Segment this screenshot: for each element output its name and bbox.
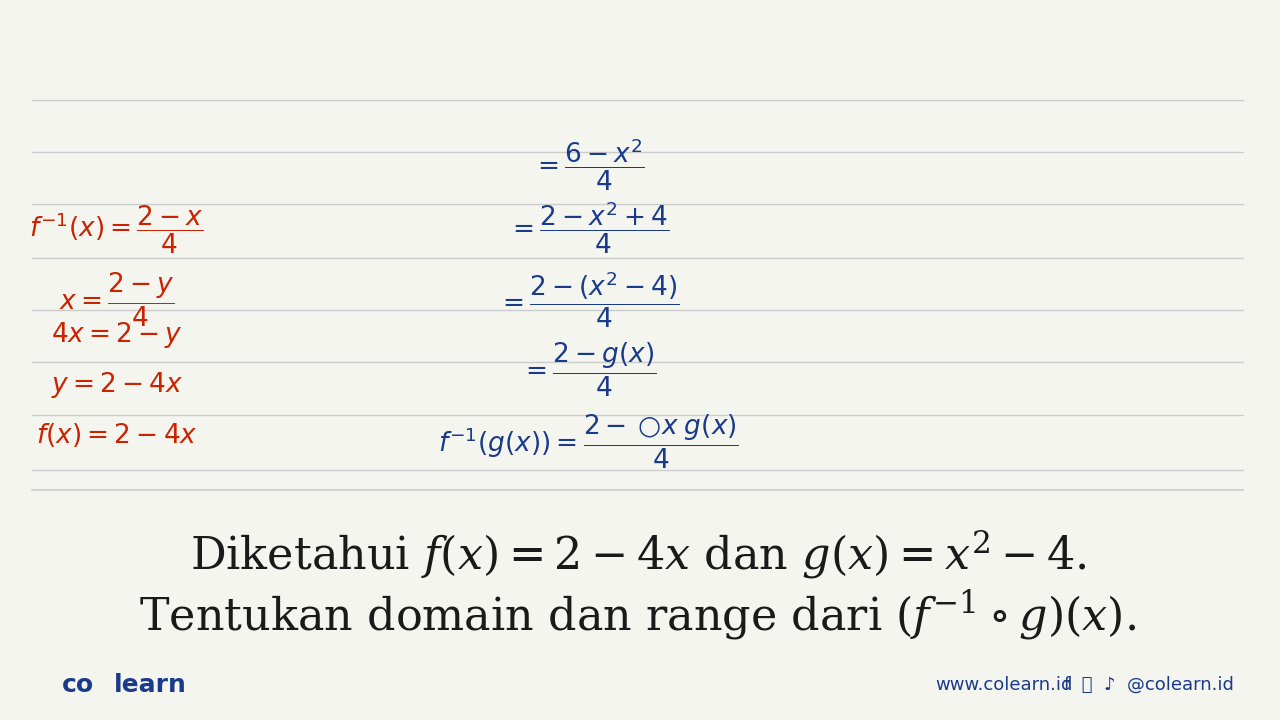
Text: $= \dfrac{2 - x^2 + 4}{4}$: $= \dfrac{2 - x^2 + 4}{4}$ [507,199,669,256]
Text: $= \dfrac{2 - g(x)}{4}$: $= \dfrac{2 - g(x)}{4}$ [520,341,657,399]
Text: $x = \dfrac{2 - y}{4}$: $x = \dfrac{2 - y}{4}$ [59,271,174,329]
Text: $= \dfrac{2 - (x^2 - 4)}{4}$: $= \dfrac{2 - (x^2 - 4)}{4}$ [497,269,680,330]
Text: learn: learn [114,673,187,697]
Text: co: co [63,673,95,697]
Text: Tentukan domain dan range dari $(f^{-1}\circ g)(x)$.: Tentukan domain dan range dari $(f^{-1}\… [140,588,1137,642]
Text: $f(x) = 2 - 4x$: $f(x) = 2 - 4x$ [36,421,197,449]
Text: $= \dfrac{6 - x^2}{4}$: $= \dfrac{6 - x^2}{4}$ [531,137,645,194]
Text: $f^{-1}(g(x)) = \dfrac{2 - \bigcirc\!x\; g(x)}{4}$: $f^{-1}(g(x)) = \dfrac{2 - \bigcirc\!x\;… [438,413,739,471]
Text: $y = 2 - 4x$: $y = 2 - 4x$ [51,370,183,400]
Text: f  ⓘ  ♪  @colearn.id: f ⓘ ♪ @colearn.id [1065,676,1234,694]
Text: $f^{-1}(x) = \dfrac{2 - x}{4}$: $f^{-1}(x) = \dfrac{2 - x}{4}$ [29,204,204,256]
Text: www.colearn.id: www.colearn.id [936,676,1073,694]
Text: $4x = 2 - y$: $4x = 2 - y$ [51,320,183,350]
Text: Diketahui $f(x) = 2 - 4x$ dan $g(x) = x^2 - 4$.: Diketahui $f(x) = 2 - 4x$ dan $g(x) = x^… [189,528,1085,582]
